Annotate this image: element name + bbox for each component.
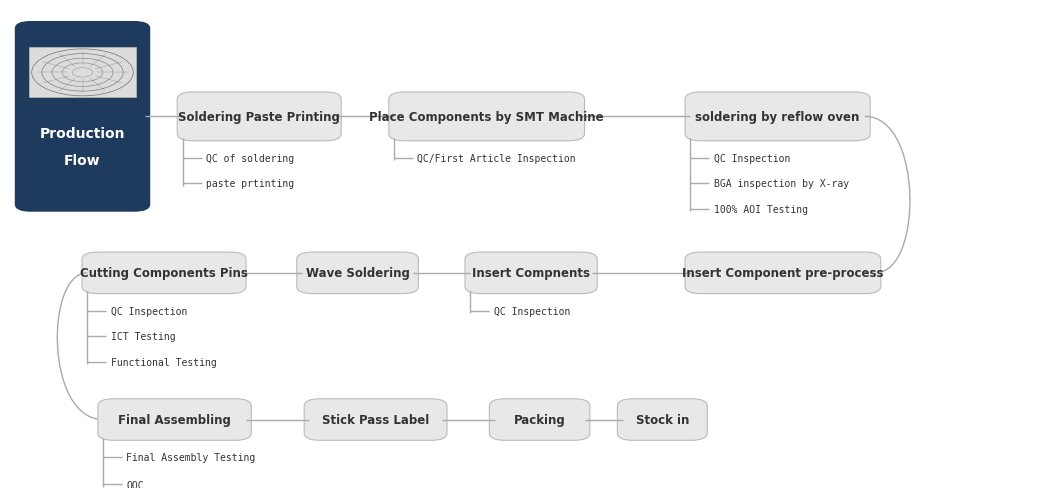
FancyBboxPatch shape (618, 399, 708, 440)
FancyBboxPatch shape (97, 399, 252, 440)
Text: Stock in: Stock in (636, 413, 689, 426)
FancyBboxPatch shape (177, 93, 341, 142)
Text: soldering by reflow oven: soldering by reflow oven (695, 111, 860, 123)
Text: ICT Testing: ICT Testing (111, 331, 176, 342)
Text: Soldering Paste Printing: Soldering Paste Printing (178, 111, 341, 123)
Text: Flow: Flow (65, 154, 101, 168)
Text: OQC: OQC (127, 479, 144, 488)
Text: BGA inspection by X-ray: BGA inspection by X-ray (713, 179, 849, 189)
FancyBboxPatch shape (389, 93, 584, 142)
Text: Cutting Components Pins: Cutting Components Pins (80, 267, 248, 280)
Text: Final Assembling: Final Assembling (118, 413, 231, 426)
Text: Wave Soldering: Wave Soldering (306, 267, 409, 280)
FancyBboxPatch shape (686, 93, 870, 142)
Text: Final Assembly Testing: Final Assembly Testing (127, 452, 256, 463)
Text: paste prtinting: paste prtinting (205, 179, 294, 189)
Text: Functional Testing: Functional Testing (111, 357, 216, 367)
FancyBboxPatch shape (296, 253, 419, 294)
Text: QC of soldering: QC of soldering (205, 154, 294, 163)
FancyBboxPatch shape (466, 253, 597, 294)
Text: Stick Pass Label: Stick Pass Label (322, 413, 430, 426)
Text: Insert Component pre-process: Insert Component pre-process (682, 267, 883, 280)
FancyBboxPatch shape (15, 22, 150, 212)
Text: QC Inspection: QC Inspection (111, 306, 187, 316)
Text: Insert Compnents: Insert Compnents (472, 267, 590, 280)
Text: QC Inspection: QC Inspection (493, 306, 570, 316)
Text: Place Components by SMT Machine: Place Components by SMT Machine (369, 111, 604, 123)
FancyBboxPatch shape (83, 253, 245, 294)
Text: Production: Production (40, 127, 125, 141)
Text: Packing: Packing (514, 413, 565, 426)
Text: QC Inspection: QC Inspection (713, 154, 790, 163)
FancyBboxPatch shape (305, 399, 446, 440)
FancyBboxPatch shape (490, 399, 590, 440)
FancyBboxPatch shape (29, 48, 136, 98)
Text: 100% AOI Testing: 100% AOI Testing (713, 204, 807, 214)
FancyBboxPatch shape (686, 253, 880, 294)
Text: QC/First Article Inspection: QC/First Article Inspection (418, 154, 576, 163)
